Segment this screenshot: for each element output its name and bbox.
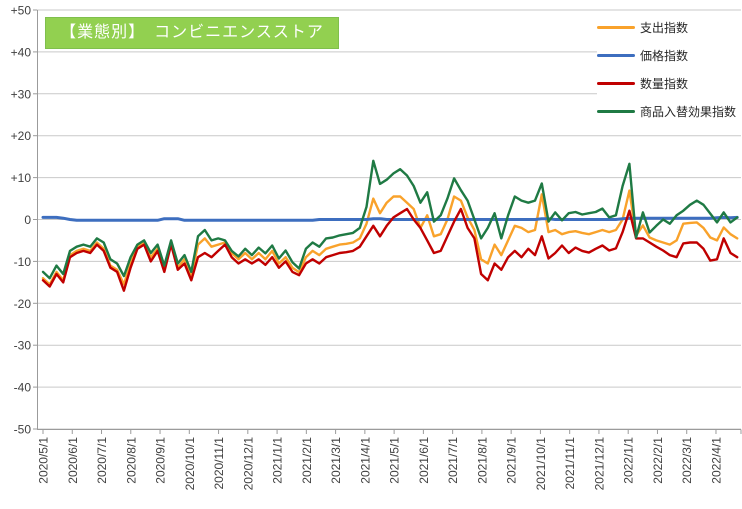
x-axis-label: 2021/11/1 <box>563 437 577 490</box>
legend-item-product-mix-effect-index: 商品入替効果指数 <box>597 97 742 125</box>
x-axis-label: 2021/8/1 <box>475 437 489 484</box>
x-axis-label: 2021/3/1 <box>329 437 343 484</box>
legend-item-price-index: 価格指数 <box>597 41 742 69</box>
x-axis-label: 2021/7/1 <box>446 437 460 484</box>
quantity-index-line-swatch-icon <box>597 81 635 85</box>
x-axis-label: 2022/4/1 <box>709 437 723 484</box>
x-axis-label: 2021/10/1 <box>534 437 548 491</box>
x-axis-label: 2022/1/1 <box>622 437 636 484</box>
legend-item-quantity-index: 数量指数 <box>597 69 742 97</box>
x-axis-label: 2021/6/1 <box>417 437 431 484</box>
x-axis-label: 2021/12/1 <box>592 437 606 491</box>
legend-label: 数量指数 <box>640 76 689 91</box>
y-axis-label: -50 <box>14 423 32 437</box>
x-axis-label: 2022/2/1 <box>651 437 665 484</box>
legend-label: 価格指数 <box>640 48 689 63</box>
legend-label: 支出指数 <box>640 20 689 35</box>
y-axis-label: +30 <box>11 87 32 101</box>
y-axis-label: +50 <box>11 4 32 18</box>
x-axis-label: 2021/2/1 <box>300 437 314 484</box>
y-axis-label: -30 <box>14 339 32 353</box>
x-axis-label: 2020/9/1 <box>154 437 168 484</box>
x-axis-label: 2020/10/1 <box>183 437 197 491</box>
quantity-index-line <box>41 207 739 292</box>
legend-label: 商品入替効果指数 <box>640 104 737 119</box>
y-axis-label: +40 <box>11 45 32 59</box>
price-index-line <box>41 215 739 222</box>
x-axis-label: 2020/11/1 <box>212 437 226 490</box>
y-axis-label: +20 <box>11 129 32 143</box>
x-axis-label: 2020/7/1 <box>95 437 109 484</box>
chart-title-box: 【業態別】 コンビニエンスストア <box>45 17 339 49</box>
expenditure-index-line-swatch-icon <box>597 25 635 29</box>
y-axis-label: -10 <box>14 255 32 269</box>
y-axis-label: -40 <box>14 381 32 395</box>
x-axis-label: 2020/6/1 <box>66 437 80 484</box>
x-axis-label: 2021/5/1 <box>388 437 402 484</box>
x-axis-label: 2021/1/1 <box>271 437 285 484</box>
x-axis-label: 2021/4/1 <box>358 437 372 484</box>
product-mix-effect-index-line-swatch-icon <box>597 109 635 113</box>
chart-title: 【業態別】 コンビニエンスストア <box>60 24 324 41</box>
chart-legend: 支出指数価格指数数量指数商品入替効果指数 <box>597 13 742 125</box>
legend-item-expenditure-index: 支出指数 <box>597 13 742 41</box>
x-axis-label: 2021/9/1 <box>505 437 519 484</box>
y-axis-label: 0 <box>24 213 31 227</box>
x-axis-label: 2020/5/1 <box>37 437 51 484</box>
product-mix-effect-index-line <box>41 159 739 280</box>
price-index-line-swatch-icon <box>597 53 635 57</box>
y-axis-label: -20 <box>14 297 32 311</box>
y-axis-label: +10 <box>11 171 32 185</box>
x-axis-label: 2022/3/1 <box>680 437 694 484</box>
x-axis-label: 2020/8/1 <box>124 437 138 484</box>
x-axis-label: 2020/12/1 <box>241 437 255 491</box>
